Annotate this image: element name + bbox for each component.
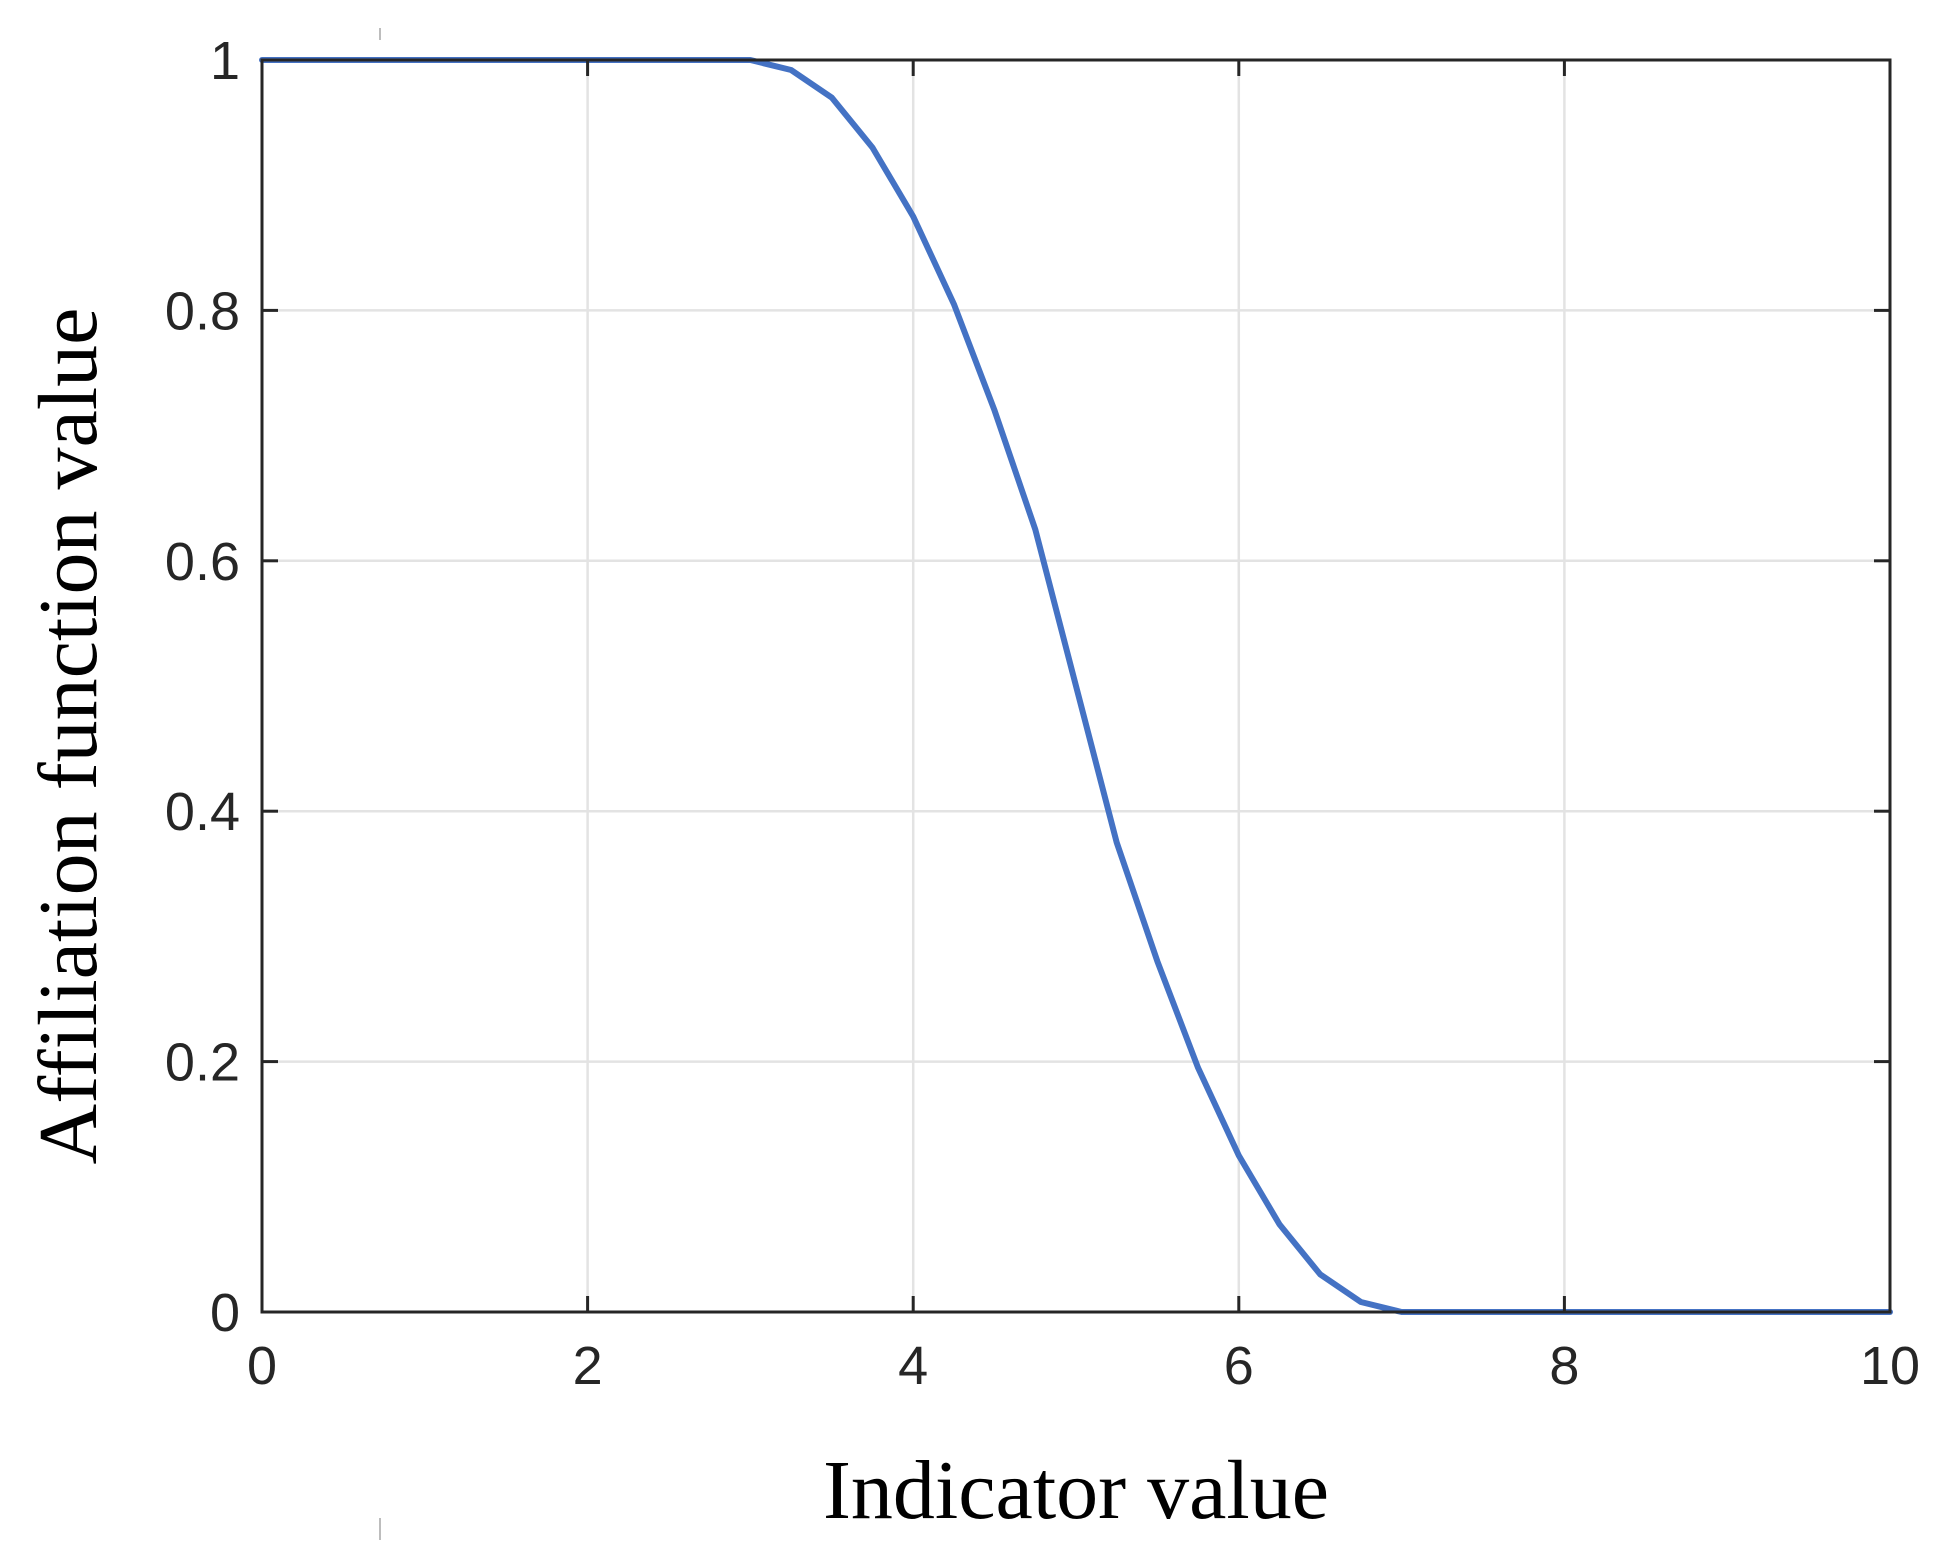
x-tick-labels: 0 2 4 6 8 10 (247, 1336, 1920, 1396)
series-line (259, 57, 1893, 1315)
y-tick-label: 0.2 (165, 1033, 240, 1093)
y-tick-label: 0.4 (165, 782, 240, 842)
x-tick-label: 10 (1860, 1336, 1920, 1396)
tick-marks (260, 58, 1892, 1314)
grid (262, 60, 1890, 1312)
series-layer (259, 57, 1893, 1315)
x-tick-label: 6 (1224, 1336, 1254, 1396)
x-axis-title: Indicator value (823, 1444, 1329, 1537)
y-tick-label: 0 (210, 1283, 240, 1343)
y-tick-label: 0.6 (165, 532, 240, 592)
plot-area-frame (260, 58, 1892, 1314)
x-tick-label: 2 (573, 1336, 603, 1396)
x-tick-label: 0 (247, 1336, 277, 1396)
y-tick-labels: 0 0.2 0.4 0.6 0.8 1 (165, 31, 240, 1343)
y-tick-label: 0.8 (165, 281, 240, 341)
y-tick-label: 1 (210, 31, 240, 91)
y-axis-title: Affiliation function value (22, 308, 115, 1165)
x-tick-label: 8 (1549, 1336, 1579, 1396)
x-tick-label: 4 (898, 1336, 928, 1396)
